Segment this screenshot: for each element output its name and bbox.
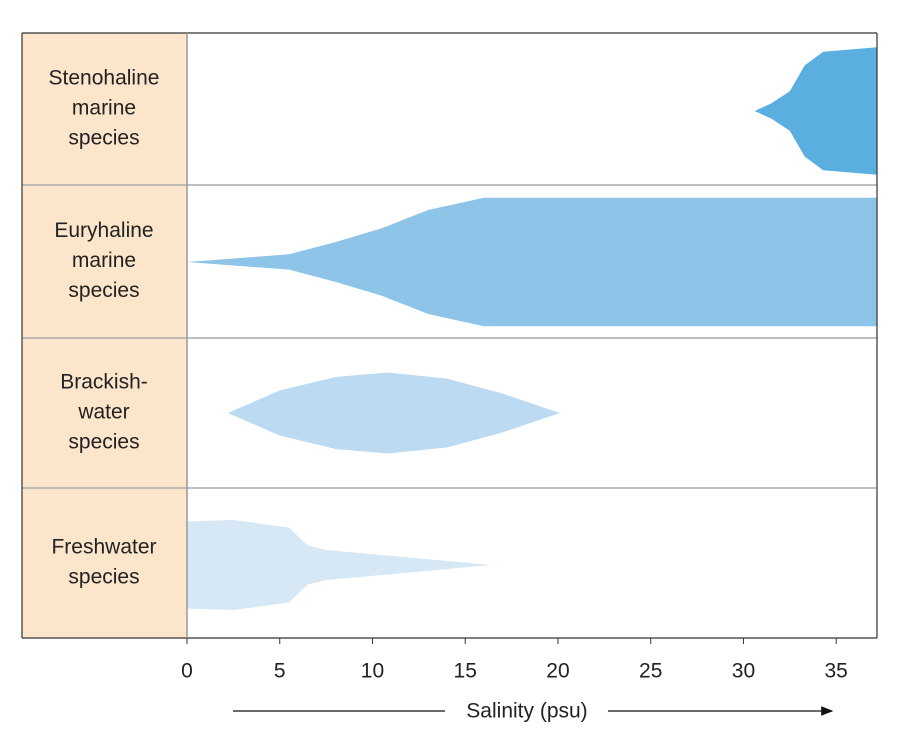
range-shape	[187, 520, 492, 610]
x-tick-label: 35	[825, 660, 848, 683]
row-label: water	[77, 401, 129, 424]
range-shape	[754, 47, 877, 175]
row-label: marine	[72, 249, 136, 272]
x-tick-label: 25	[639, 660, 662, 683]
x-tick-label: 20	[546, 660, 569, 683]
row-label: species	[68, 431, 139, 454]
x-tick-label: 10	[361, 660, 384, 683]
row-label: Euryhaline	[54, 219, 153, 242]
row-label: species	[68, 279, 139, 302]
range-shape	[187, 197, 877, 327]
row-label: species	[68, 566, 139, 589]
row-label: Freshwater	[51, 536, 156, 559]
x-tick-label: 0	[181, 660, 193, 683]
x-tick-label: 5	[274, 660, 286, 683]
range-shape	[227, 372, 560, 454]
row-label: Stenohaline	[49, 67, 160, 90]
row-label: species	[68, 127, 139, 150]
x-tick-label: 30	[732, 660, 755, 683]
row-label: Brackish-	[60, 371, 148, 394]
x-tick-label: 15	[454, 660, 477, 683]
label-column	[22, 33, 187, 638]
row-label: marine	[72, 97, 136, 120]
x-axis-label: Salinity (psu)	[466, 700, 587, 723]
